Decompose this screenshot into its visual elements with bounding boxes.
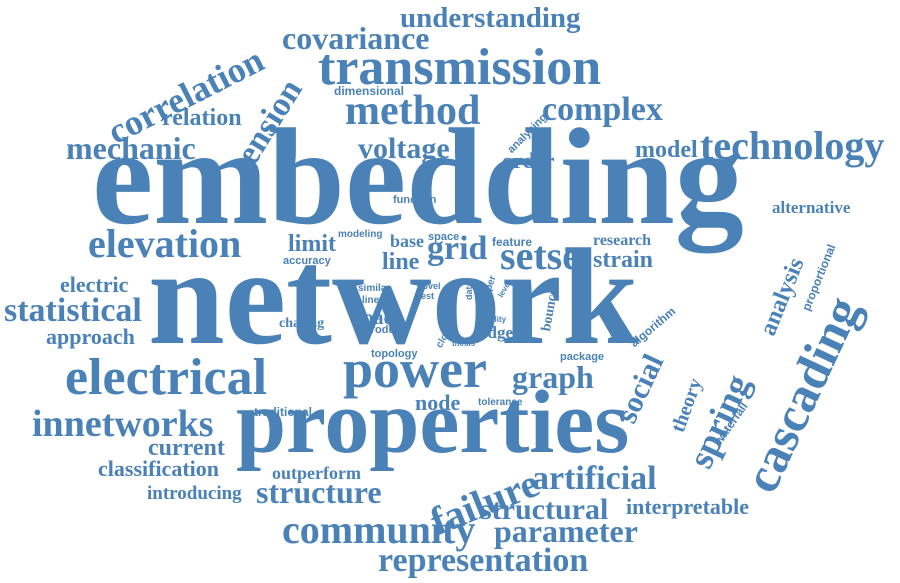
word-understanding: understanding — [400, 2, 581, 34]
word-line: line — [382, 249, 420, 275]
word-analysis: analysis — [755, 254, 810, 340]
word-similar: similar — [358, 283, 391, 294]
word-transmission: transmission — [318, 39, 602, 96]
word-approach: approach — [46, 324, 135, 349]
word-introducing: introducing — [147, 483, 242, 504]
word-structure: structure — [256, 474, 382, 510]
word-grid: grid — [427, 230, 488, 267]
word-electric: electric — [60, 272, 129, 297]
word-linear: linear — [362, 295, 389, 306]
word-current: current — [148, 435, 225, 461]
word-cascading: cascading — [732, 287, 872, 501]
word-thesis: thesis — [452, 339, 476, 348]
word-elevation: elevation — [88, 221, 242, 266]
word-power: power — [343, 339, 487, 399]
word-statistical: statistical — [4, 292, 142, 329]
word-community: community — [282, 507, 476, 552]
word-relation: relation — [162, 105, 242, 131]
word-chasing: chasing — [279, 316, 325, 331]
word-classification: classification — [98, 456, 219, 481]
word-modeling: modeling — [338, 229, 383, 240]
word-technology: technology — [700, 123, 885, 168]
word-model: model — [635, 137, 698, 163]
word-research: research — [593, 232, 652, 249]
word-parameter: parameter — [494, 513, 638, 549]
word-voltage: voltage — [358, 132, 450, 165]
word-tolerance: tolerance — [478, 397, 523, 408]
word-graph: graph — [512, 359, 594, 395]
word-innetworks: innetworks — [32, 403, 214, 445]
word-embedding: embedding — [92, 100, 744, 253]
word-method: method — [345, 88, 481, 134]
word-load: load — [358, 307, 395, 329]
word-properties: properties — [236, 373, 630, 472]
word-package: package — [560, 351, 605, 363]
word-edge: edge — [480, 323, 514, 342]
word-novel: novel — [417, 281, 441, 291]
word-test: test — [418, 291, 435, 301]
word-traditional: traditional — [254, 405, 313, 419]
word-structural: structural — [480, 493, 609, 526]
word-outperform: outperform — [272, 463, 361, 483]
word-representation: representation — [378, 542, 589, 579]
word-data: data — [464, 281, 474, 300]
word-interpretable: interpretable — [626, 494, 750, 519]
word-complex: complex — [542, 91, 663, 128]
word-ability: ability — [483, 315, 507, 324]
word-setse: setse — [500, 233, 580, 278]
word-feature: feature — [492, 235, 533, 249]
word-artificial: artificial — [532, 460, 657, 497]
word-strain: strain — [593, 247, 653, 273]
word-network: network — [148, 220, 639, 373]
word-order: order — [502, 148, 555, 173]
word-function: function — [393, 194, 437, 206]
word-accuracy: accuracy — [283, 255, 331, 267]
word-dimensional: dimensional — [334, 84, 405, 98]
word-produce: produce — [364, 324, 408, 336]
word-topology: topology — [371, 348, 418, 360]
word-covariance: covariance — [282, 20, 430, 56]
word-alternative: alternative — [772, 198, 851, 217]
word-limit: limit — [288, 231, 336, 257]
word-node: node — [415, 390, 461, 415]
word-electrical: electrical — [65, 349, 268, 406]
word-space: space — [428, 231, 460, 243]
word-mechanic: mechanic — [66, 130, 196, 166]
word-base: base — [390, 231, 425, 251]
